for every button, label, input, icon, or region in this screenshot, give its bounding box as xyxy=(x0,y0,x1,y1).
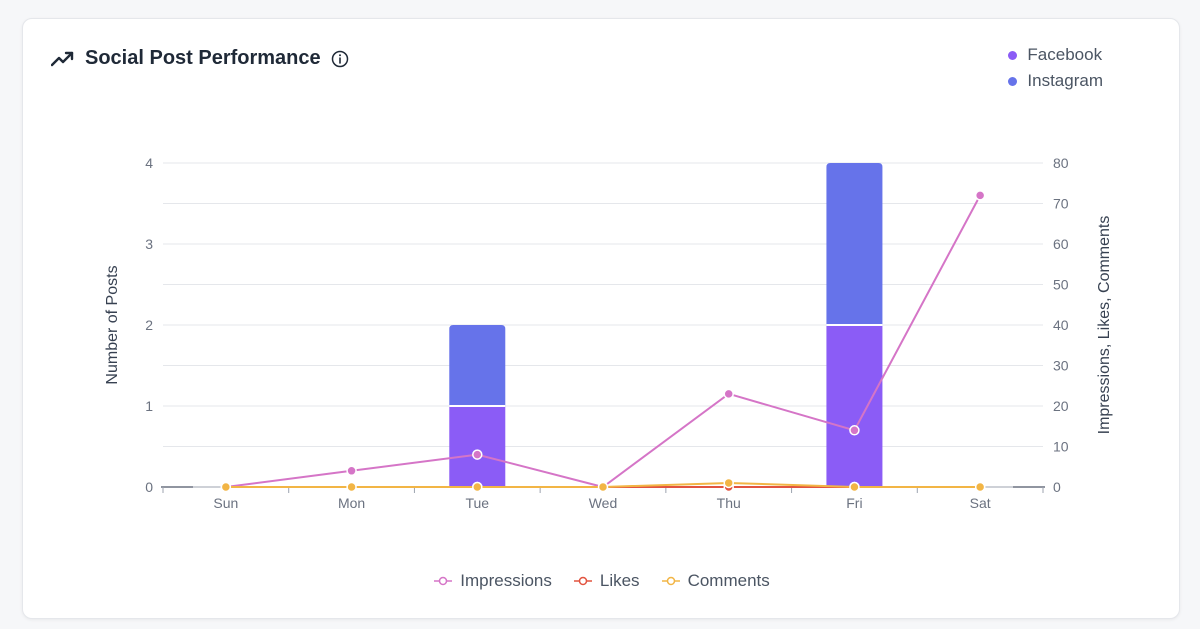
bar-facebook xyxy=(826,325,883,487)
legend-item-comments[interactable]: Comments xyxy=(661,571,770,591)
x-tick-label: Sat xyxy=(970,495,991,511)
x-tick-label: Mon xyxy=(338,495,365,511)
comments-swatch xyxy=(661,576,680,586)
x-tick-label: Thu xyxy=(717,495,741,511)
legend-label-comments: Comments xyxy=(687,571,770,590)
point-comments xyxy=(974,481,986,493)
point-impressions xyxy=(346,465,357,477)
y-left-tick-label: 4 xyxy=(145,155,153,171)
legend-label-impressions: Impressions xyxy=(460,571,552,590)
legend-label-likes: Likes xyxy=(599,571,640,590)
legend-item-likes[interactable]: Likes xyxy=(573,571,640,591)
chart-title: Social Post Performance xyxy=(85,47,321,69)
y-left-tick-label: 0 xyxy=(145,479,153,495)
y-left-tick-label: 3 xyxy=(145,236,153,252)
legend-platforms: Facebook Instagram xyxy=(1008,45,1103,91)
bar-facebook xyxy=(449,406,506,487)
point-impressions xyxy=(723,388,734,400)
y-right-tick-label: 0 xyxy=(1053,479,1061,495)
x-tick-label: Tue xyxy=(465,495,489,511)
legend-item-impressions[interactable]: Impressions xyxy=(434,571,552,591)
point-comments xyxy=(346,481,357,493)
y-right-tick-label: 10 xyxy=(1053,439,1069,455)
x-tick-label: Fri xyxy=(846,495,862,511)
chart-card: Social Post Performance Facebook Instagr… xyxy=(22,18,1180,619)
facebook-swatch xyxy=(1008,50,1018,60)
point-impressions xyxy=(974,190,986,201)
legend-item-facebook[interactable]: Facebook xyxy=(1008,45,1103,65)
legend-metrics: Impressions Likes Comments xyxy=(23,571,1181,591)
y-left-tick-label: 1 xyxy=(145,398,153,414)
point-comments xyxy=(597,481,609,493)
y-right-tick-label: 60 xyxy=(1053,236,1069,252)
legend-item-instagram[interactable]: Instagram xyxy=(1008,71,1103,91)
impressions-swatch xyxy=(434,576,453,586)
bar-instagram xyxy=(449,325,506,406)
point-comments xyxy=(220,481,232,493)
y-right-tick-label: 40 xyxy=(1053,317,1069,333)
y-right-tick-label: 80 xyxy=(1053,155,1069,171)
bar-instagram xyxy=(826,163,883,325)
y-right-axis-title: Impressions, Likes, Comments xyxy=(1096,216,1113,435)
x-tick-label: Sun xyxy=(213,495,238,511)
point-impressions xyxy=(849,425,860,436)
card-header: Social Post Performance xyxy=(51,47,349,70)
point-comments xyxy=(472,481,483,493)
y-left-axis-title: Number of Posts xyxy=(104,265,121,384)
point-comments xyxy=(849,481,860,493)
x-tick-label: Wed xyxy=(589,495,618,511)
legend-label-instagram: Instagram xyxy=(1027,71,1103,90)
point-comments xyxy=(723,477,734,489)
legend-label-facebook: Facebook xyxy=(1027,45,1103,64)
y-left-tick-label: 2 xyxy=(145,317,153,333)
y-right-tick-label: 70 xyxy=(1053,196,1069,212)
y-right-tick-label: 30 xyxy=(1053,358,1069,374)
trending-up-icon xyxy=(51,51,75,67)
likes-swatch xyxy=(573,576,592,586)
instagram-swatch xyxy=(1008,76,1018,86)
y-right-tick-label: 50 xyxy=(1053,277,1069,293)
y-right-tick-label: 20 xyxy=(1053,398,1069,414)
info-icon[interactable] xyxy=(331,50,349,68)
point-impressions xyxy=(472,449,483,460)
